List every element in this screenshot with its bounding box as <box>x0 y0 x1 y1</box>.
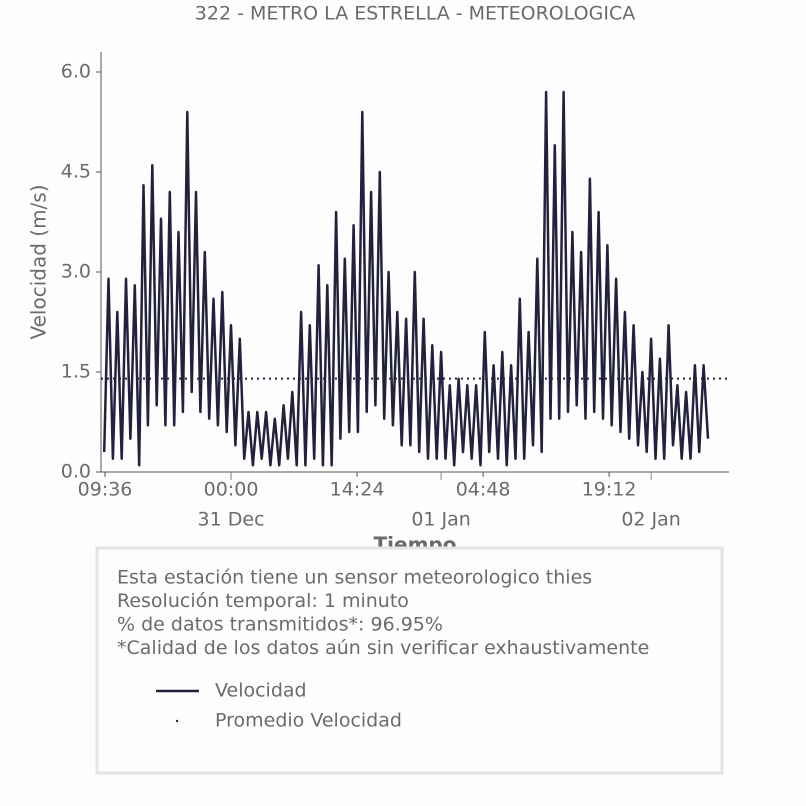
legend-swatch <box>175 719 179 723</box>
y-tick-label: 1.5 <box>61 361 91 383</box>
info-note: Esta estación tiene un sensor meteorolog… <box>117 567 592 589</box>
x-tick-label: 00:00 <box>204 479 259 501</box>
info-note: Resolución temporal: 1 minuto <box>117 590 409 612</box>
x-tick-label: 09:36 <box>78 479 133 501</box>
x-date-label: 31 Dec <box>198 509 265 531</box>
chart-title: 322 - METRO LA ESTRELLA - METEOROLOGICA <box>195 3 635 25</box>
series-line <box>102 90 710 467</box>
x-tick-label: 14:24 <box>330 479 385 501</box>
x-date-label: 01 Jan <box>411 509 471 531</box>
x-tick-label: 19:12 <box>582 479 637 501</box>
legend-label: Promedio Velocidad <box>215 710 402 732</box>
y-tick-label: 0.0 <box>61 461 91 483</box>
legend-label: Velocidad <box>215 680 307 702</box>
x-date-label: 02 Jan <box>621 509 681 531</box>
info-note: % de datos transmitidos*: 96.95% <box>117 614 443 636</box>
info-note: *Calidad de los datos aún sin verificar … <box>117 637 649 659</box>
info-box <box>95 546 724 775</box>
y-tick-label: 4.5 <box>61 161 91 183</box>
y-axis-label: Velocidad (m/s) <box>27 184 51 339</box>
y-tick-label: 3.0 <box>61 261 91 283</box>
y-tick-label: 6.0 <box>61 61 91 83</box>
x-tick-label: 04:48 <box>456 479 511 501</box>
